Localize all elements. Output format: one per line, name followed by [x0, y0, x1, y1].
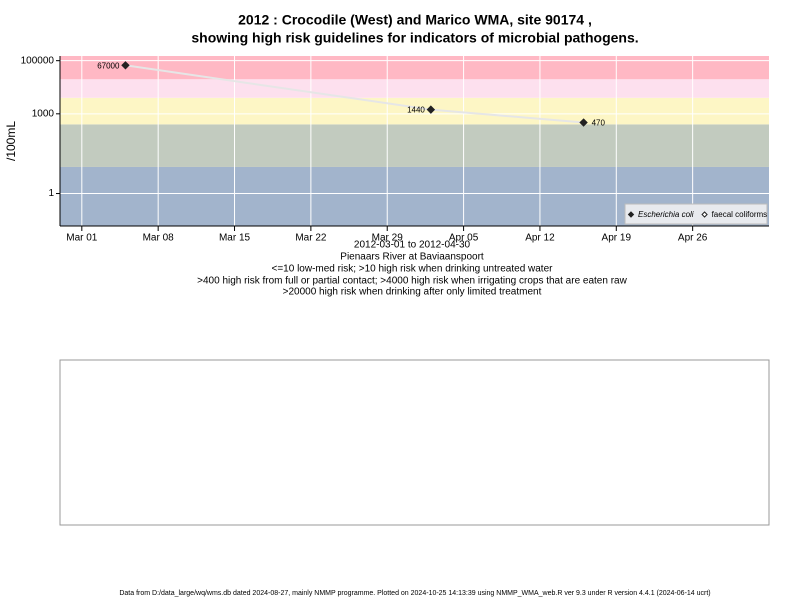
chart-title: 2012 : Crocodile (West) and Marico WMA, … [238, 12, 592, 28]
y-tick-label: 1000 [32, 108, 55, 119]
data-point [579, 118, 588, 127]
value-label: 1440 [407, 106, 425, 115]
data-point [121, 61, 130, 70]
y-tick-label: 1 [48, 188, 54, 199]
x-tick-label: Apr 19 [602, 233, 632, 244]
legend-marker [701, 211, 708, 218]
x-tick-label: Mar 08 [143, 233, 175, 244]
risk-band [60, 124, 769, 167]
value-label: 67000 [97, 61, 120, 70]
legend-marker [627, 211, 635, 218]
x-tick-label: Mar 01 [66, 233, 98, 244]
legend: Escherichia coli faecal coliforms [624, 203, 768, 225]
note: >400 high risk from full or partial cont… [197, 276, 627, 287]
site: Pienaars River at Baviaanspoort [340, 252, 484, 263]
plot-area [60, 56, 769, 226]
y-axis-label: /100mL [4, 121, 18, 161]
legend-box [624, 203, 768, 225]
chart-subtitle: showing high risk guidelines for indicat… [191, 30, 638, 46]
x-tick-label: Apr 26 [678, 233, 708, 244]
y-tick-label: 100000 [21, 55, 55, 66]
x-tick-label: Mar 15 [219, 233, 251, 244]
risk-band [60, 97, 769, 125]
value-label: 470 [592, 119, 606, 128]
x-tick-label: Mar 22 [295, 233, 327, 244]
note: <=10 low-med risk; >10 high risk when dr… [272, 264, 554, 275]
risk-band [60, 79, 769, 98]
legend-label: Escherichia coli [638, 210, 694, 219]
x-tick-label: Mar 29 [372, 233, 404, 244]
x-tick-label: Apr 12 [525, 233, 555, 244]
data-point [426, 105, 436, 114]
footer: Data from D:/data_large/wq/wms.db dated … [119, 590, 710, 597]
x-tick-label: Apr 05 [449, 233, 479, 244]
note: >20000 high risk when drinking after onl… [283, 287, 542, 298]
risk-band [60, 56, 769, 80]
x-caption: 2012-03-01 to 2012-04-30 [354, 240, 471, 251]
empty-panel [59, 359, 770, 526]
legend-label: faecal coliforms [712, 210, 768, 219]
